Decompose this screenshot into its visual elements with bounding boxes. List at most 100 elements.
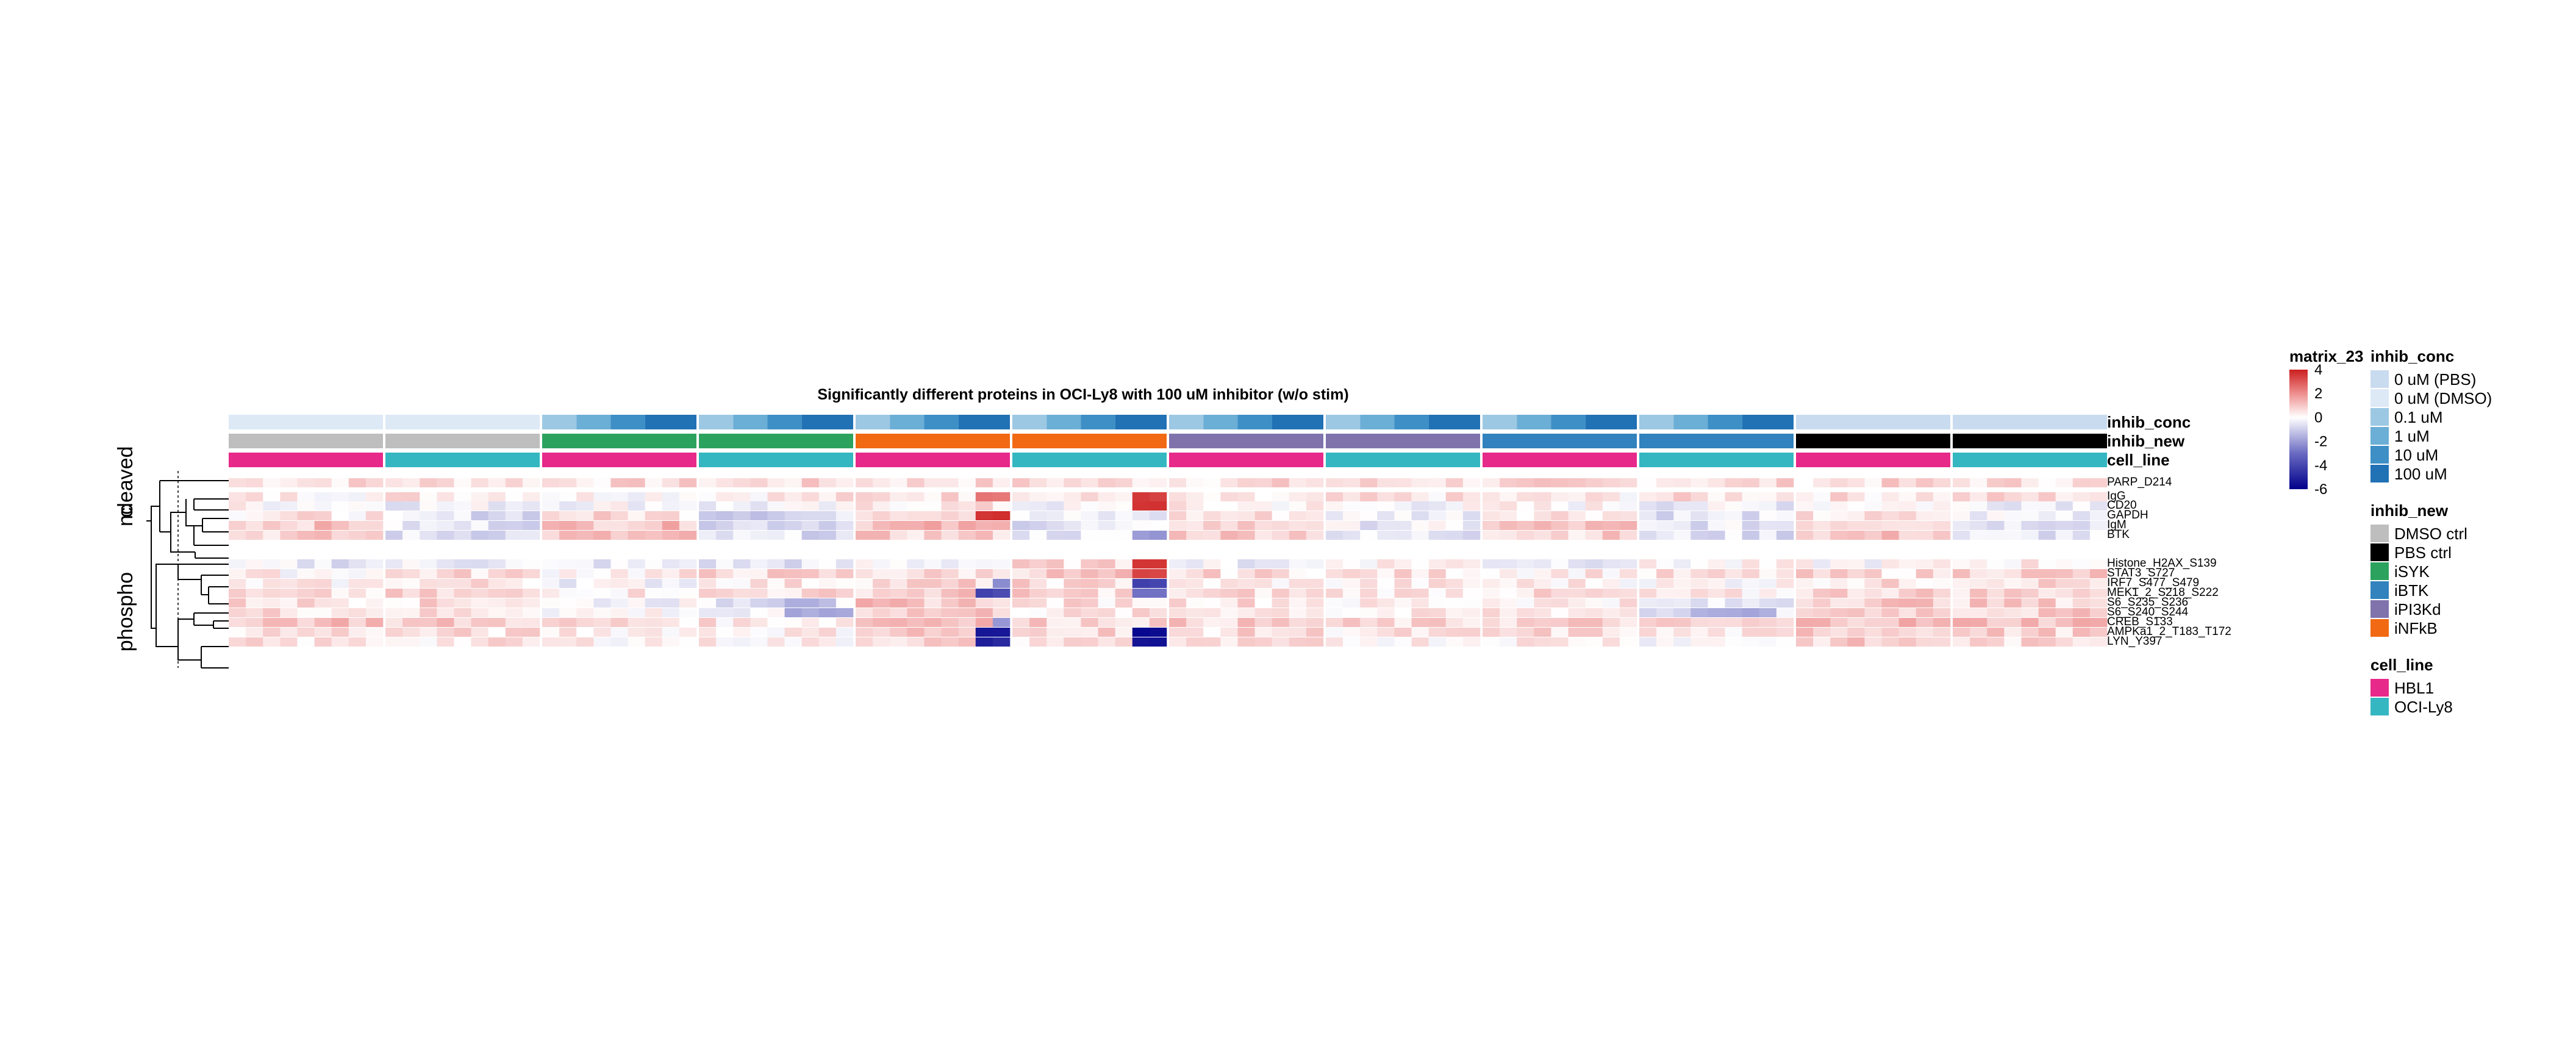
heatmap-cell — [437, 589, 454, 598]
heatmap-cell — [1029, 598, 1047, 608]
heatmap-cell — [576, 569, 594, 578]
heatmap-cell — [1149, 628, 1167, 637]
heatmap-cell — [1445, 618, 1464, 627]
heatmap-cell — [1289, 478, 1307, 487]
heatmap-cell — [1081, 501, 1098, 511]
heatmap-cell — [471, 618, 488, 627]
row-label: IRF7_S477_S479 — [2107, 576, 2199, 589]
heatmap-cell — [679, 569, 697, 578]
heatmap-cell — [1149, 598, 1167, 608]
heatmap-cell — [1149, 559, 1167, 568]
heatmap-cell — [1602, 589, 1620, 598]
heatmap-cell — [1690, 531, 1708, 540]
heatmap-cell — [1898, 478, 1917, 487]
heatmap-cell — [1881, 492, 1899, 501]
heatmap-cell — [1064, 531, 1081, 540]
heatmap-cell — [1186, 598, 1204, 608]
heatmap-cell — [733, 598, 751, 608]
legend-item-label: 100 uM — [2394, 465, 2447, 483]
heatmap-cell — [1012, 589, 1030, 598]
heatmap-cell — [941, 492, 959, 501]
heatmap-cell — [1169, 501, 1187, 511]
heatmap-cell — [280, 501, 298, 511]
heatmap-cell — [263, 521, 281, 530]
heatmap-cell — [365, 637, 384, 647]
heatmap-cell — [1639, 637, 1657, 647]
heatmap-cell — [314, 628, 332, 637]
heatmap-cell — [1970, 531, 1987, 540]
heatmap-cell — [1012, 559, 1030, 568]
heatmap-cell — [331, 598, 349, 608]
heatmap-cell — [454, 501, 471, 511]
color-scale-tick-label: -4 — [2314, 457, 2327, 474]
heatmap-cell — [1776, 511, 1794, 520]
heatmap-cell — [1585, 501, 1603, 511]
heatmap-cell — [992, 492, 1011, 501]
heatmap-cell — [1098, 637, 1115, 647]
heatmap-cell — [1254, 637, 1272, 647]
heatmap-cell — [1445, 531, 1464, 540]
heatmap-cell — [1656, 492, 1674, 501]
heatmap-cell — [1881, 559, 1899, 568]
heatmap-cell — [348, 608, 367, 617]
heatmap-cell — [1272, 589, 1290, 598]
heatmap-cell — [1394, 511, 1412, 520]
heatmap-cell — [1272, 598, 1290, 608]
heatmap-cell — [1220, 618, 1238, 627]
heatmap-cell — [1673, 501, 1691, 511]
heatmap-cell — [280, 628, 298, 637]
heatmap-cell — [1237, 559, 1255, 568]
heatmap-cell — [873, 559, 890, 568]
heatmap-cell — [402, 478, 420, 487]
heatmap-cell — [365, 501, 384, 511]
heatmap-cell — [1029, 501, 1047, 511]
heatmap-cell — [679, 492, 697, 501]
heatmap-cell — [1619, 628, 1637, 637]
heatmap-cell — [1326, 478, 1343, 487]
heatmap-cell — [907, 598, 925, 608]
heatmap-cell — [314, 598, 332, 608]
heatmap-cell — [229, 608, 246, 617]
heatmap-cell — [246, 501, 263, 511]
heatmap-cell — [2055, 628, 2073, 637]
heatmap-cell — [385, 501, 403, 511]
heatmap-cell — [1462, 559, 1481, 568]
heatmap-cell — [2004, 579, 2022, 588]
heatmap-cell — [1254, 589, 1272, 598]
heatmap-cell — [662, 569, 680, 578]
heatmap-cell — [1970, 569, 1987, 578]
heatmap-cell — [1619, 589, 1637, 598]
heatmap-cell — [1933, 569, 1951, 578]
heatmap-cell — [542, 559, 560, 568]
heatmap-cell — [1742, 598, 1760, 608]
heatmap-cell — [801, 521, 820, 530]
heatmap-cell — [941, 569, 959, 578]
heatmap-cell — [1813, 579, 1831, 588]
heatmap-cell — [1619, 492, 1637, 501]
heatmap-cell — [767, 598, 785, 608]
heatmap-cell — [1343, 492, 1361, 501]
color-scale-bar — [2289, 370, 2308, 489]
heatmap-cell — [716, 559, 734, 568]
heatmap-cell — [1847, 521, 1865, 530]
heatmap-cell — [365, 628, 384, 637]
heatmap-cell — [1462, 608, 1481, 617]
cell-line-cell — [1639, 453, 1794, 467]
heatmap-cell — [1289, 521, 1307, 530]
heatmap-cell — [958, 618, 976, 627]
heatmap-cell — [1953, 589, 1970, 598]
heatmap-cell — [437, 628, 454, 637]
heatmap-cell — [297, 598, 315, 608]
heatmap-cell — [2055, 478, 2073, 487]
heatmap-cell — [1203, 589, 1221, 598]
heatmap-cell — [873, 579, 890, 588]
heatmap-cell — [593, 628, 611, 637]
heatmap-cell — [628, 511, 645, 520]
heatmap-cell — [488, 598, 506, 608]
heatmap-cell — [801, 628, 820, 637]
heatmap-cell — [1029, 531, 1047, 540]
heatmap-cell — [890, 559, 907, 568]
heatmap-cell — [1639, 501, 1657, 511]
heatmap-cell — [1272, 531, 1290, 540]
heatmap-cell — [420, 608, 437, 617]
